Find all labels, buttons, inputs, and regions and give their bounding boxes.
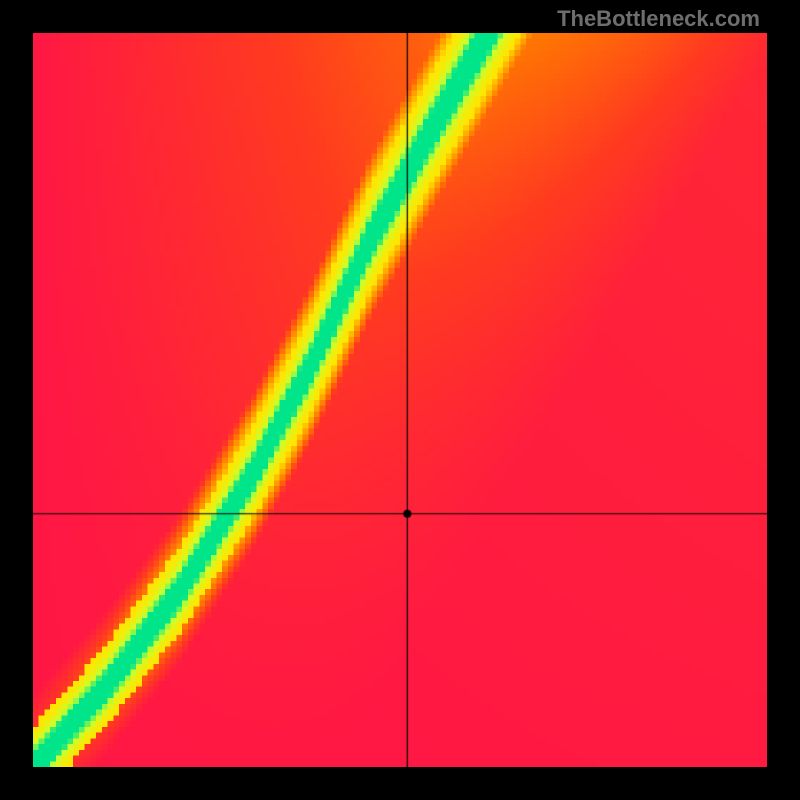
crosshair-overlay — [33, 33, 767, 767]
chart-container: TheBottleneck.com — [0, 0, 800, 800]
watermark-text: TheBottleneck.com — [557, 6, 760, 32]
